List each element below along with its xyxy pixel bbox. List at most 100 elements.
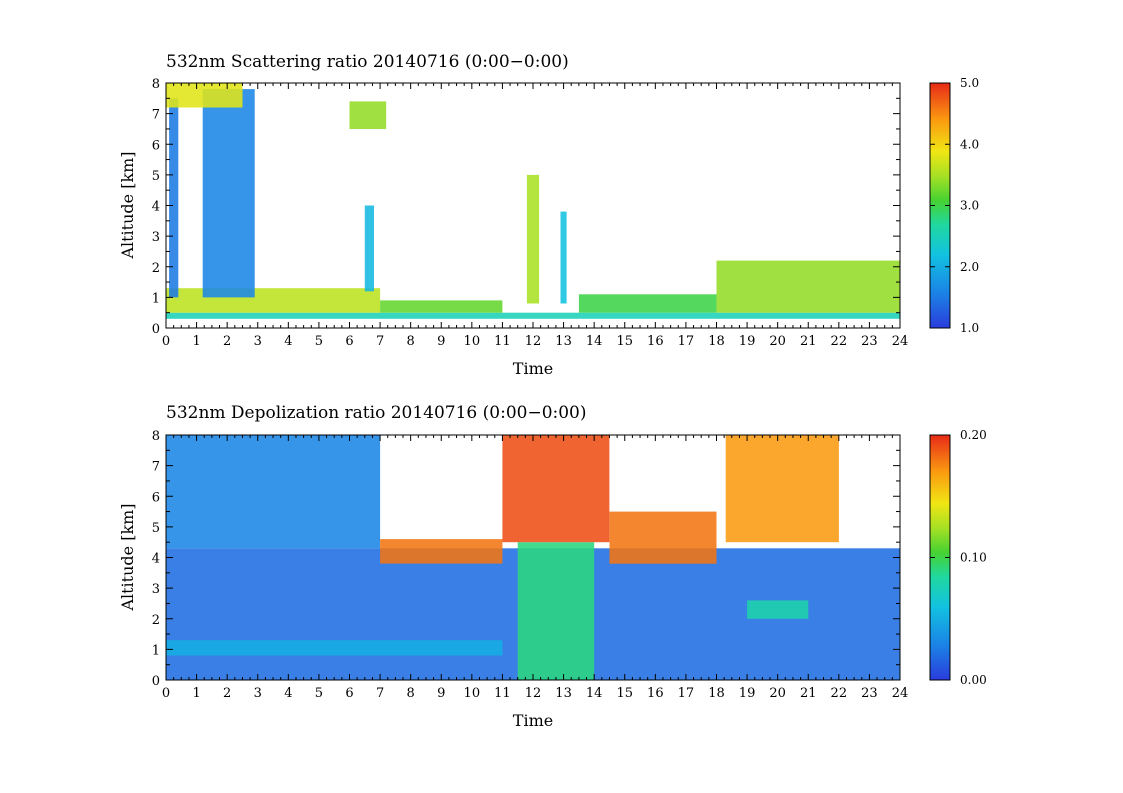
data-region [166, 640, 503, 656]
x-tick-label: 7 [376, 686, 384, 701]
x-tick-label: 2 [223, 334, 231, 349]
plot-area [166, 435, 900, 680]
x-tick-label: 24 [892, 686, 909, 701]
data-region [166, 288, 381, 313]
chart-title: 532nm Depolization ratio 20140716 (0:00−… [166, 403, 587, 423]
x-tick-label: 24 [892, 334, 909, 349]
x-tick-label: 20 [769, 686, 786, 701]
x-tick-label: 20 [769, 334, 786, 349]
data-region [716, 260, 900, 313]
data-region [502, 435, 610, 543]
x-tick-label: 10 [464, 334, 481, 349]
chart-title: 532nm Scattering ratio 20140716 (0:00−0:… [166, 52, 569, 72]
y-tick-label: 2 [152, 261, 160, 276]
x-tick-label: 12 [525, 686, 542, 701]
x-tick-label: 16 [647, 334, 664, 349]
data-region [169, 98, 179, 298]
plot-area [166, 83, 900, 319]
x-tick-label: 4 [284, 686, 292, 701]
data-region [609, 511, 717, 564]
data-region [526, 174, 540, 304]
x-tick-label: 2 [223, 686, 231, 701]
x-tick-label: 21 [800, 686, 817, 701]
colorbar-tick-label: 3.0 [960, 199, 979, 213]
y-tick-label: 8 [152, 77, 160, 92]
x-tick-label: 6 [345, 334, 353, 349]
x-tick-label: 14 [586, 334, 603, 349]
y-tick-label: 4 [152, 200, 160, 215]
x-tick-label: 8 [407, 334, 415, 349]
y-tick-label: 5 [152, 169, 160, 184]
x-tick-label: 5 [315, 334, 323, 349]
colorbar: 1.0 2.0 3.0 4.0 5.0 [929, 76, 979, 335]
x-tick-label: 15 [616, 334, 633, 349]
data-region [166, 312, 900, 319]
colorbar-tick-label: 1.0 [960, 321, 979, 335]
x-axis-ticks: 0 1 2 3 4 5 6 7 8 9 10 11 12 13 14 15 16 17 18 19 20 21 22 23 24 [162, 435, 908, 701]
depolization-ratio-panel: 532nm Depolization ratio 20140716 (0:00−… [118, 403, 987, 730]
x-axis-label: Time [513, 711, 553, 730]
y-tick-label: 7 [152, 460, 160, 475]
data-region [725, 435, 839, 543]
data-region [380, 539, 503, 564]
data-region [364, 205, 374, 292]
colorbar-tick-label: 0.00 [960, 673, 987, 687]
x-tick-label: 9 [437, 686, 445, 701]
y-tick-label: 1 [152, 643, 160, 658]
x-axis-ticks: 0 1 2 3 4 5 6 7 8 9 10 11 12 13 14 15 16 17 18 19 20 21 22 23 24 [162, 83, 908, 349]
y-tick-label: 2 [152, 613, 160, 628]
y-tick-label: 0 [152, 674, 160, 689]
x-tick-label: 8 [407, 686, 415, 701]
data-region [380, 300, 503, 313]
y-tick-label: 3 [152, 582, 160, 597]
x-tick-label: 16 [647, 686, 664, 701]
y-axis-label: Altitude [km] [118, 151, 137, 259]
y-tick-label: 5 [152, 521, 160, 536]
x-tick-label: 7 [376, 334, 384, 349]
x-tick-label: 23 [861, 334, 878, 349]
x-tick-label: 22 [831, 686, 848, 701]
x-tick-label: 1 [192, 686, 200, 701]
data-region [166, 83, 243, 108]
colorbar-ticks: 1.0 2.0 3.0 4.0 5.0 [930, 76, 979, 335]
scattering-ratio-panel: 532nm Scattering ratio 20140716 (0:00−0:… [118, 52, 979, 378]
x-tick-label: 0 [162, 334, 170, 349]
x-tick-label: 4 [284, 334, 292, 349]
x-tick-label: 6 [345, 686, 353, 701]
x-tick-label: 1 [192, 334, 200, 349]
y-tick-label: 3 [152, 230, 160, 245]
y-tick-label: 6 [152, 138, 160, 153]
y-axis-ticks: 0 1 2 3 4 5 6 7 8 [152, 429, 900, 689]
y-axis-ticks: 0 1 2 3 4 5 6 7 8 [152, 77, 900, 337]
y-tick-label: 8 [152, 429, 160, 444]
x-tick-label: 13 [555, 686, 572, 701]
colorbar-ticks: 0.00 0.10 0.20 [930, 428, 987, 687]
y-tick-label: 7 [152, 108, 160, 123]
x-tick-label: 3 [254, 334, 262, 349]
x-tick-label: 19 [739, 686, 756, 701]
x-tick-label: 18 [708, 686, 725, 701]
x-tick-label: 12 [525, 334, 542, 349]
x-tick-label: 11 [494, 334, 511, 349]
x-tick-label: 5 [315, 686, 323, 701]
x-tick-label: 10 [464, 686, 481, 701]
colorbar-tick-label: 2.0 [960, 260, 979, 274]
data-region [166, 435, 381, 549]
x-tick-label: 18 [708, 334, 725, 349]
y-tick-label: 4 [152, 552, 160, 567]
y-tick-label: 0 [152, 322, 160, 337]
data-region [578, 294, 717, 313]
x-tick-label: 15 [616, 686, 633, 701]
y-tick-label: 6 [152, 490, 160, 505]
x-tick-label: 3 [254, 686, 262, 701]
colorbar-tick-label: 0.10 [960, 551, 987, 565]
x-tick-label: 11 [494, 686, 511, 701]
colorbar-tick-label: 4.0 [960, 137, 979, 151]
x-tick-label: 23 [861, 686, 878, 701]
x-axis-label: Time [513, 359, 553, 378]
colorbar-tick-label: 0.20 [960, 428, 987, 442]
x-tick-label: 0 [162, 686, 170, 701]
colorbar-tick-label: 5.0 [960, 76, 979, 90]
data-region [349, 101, 387, 129]
colorbar: 0.00 0.10 0.20 [929, 428, 987, 687]
